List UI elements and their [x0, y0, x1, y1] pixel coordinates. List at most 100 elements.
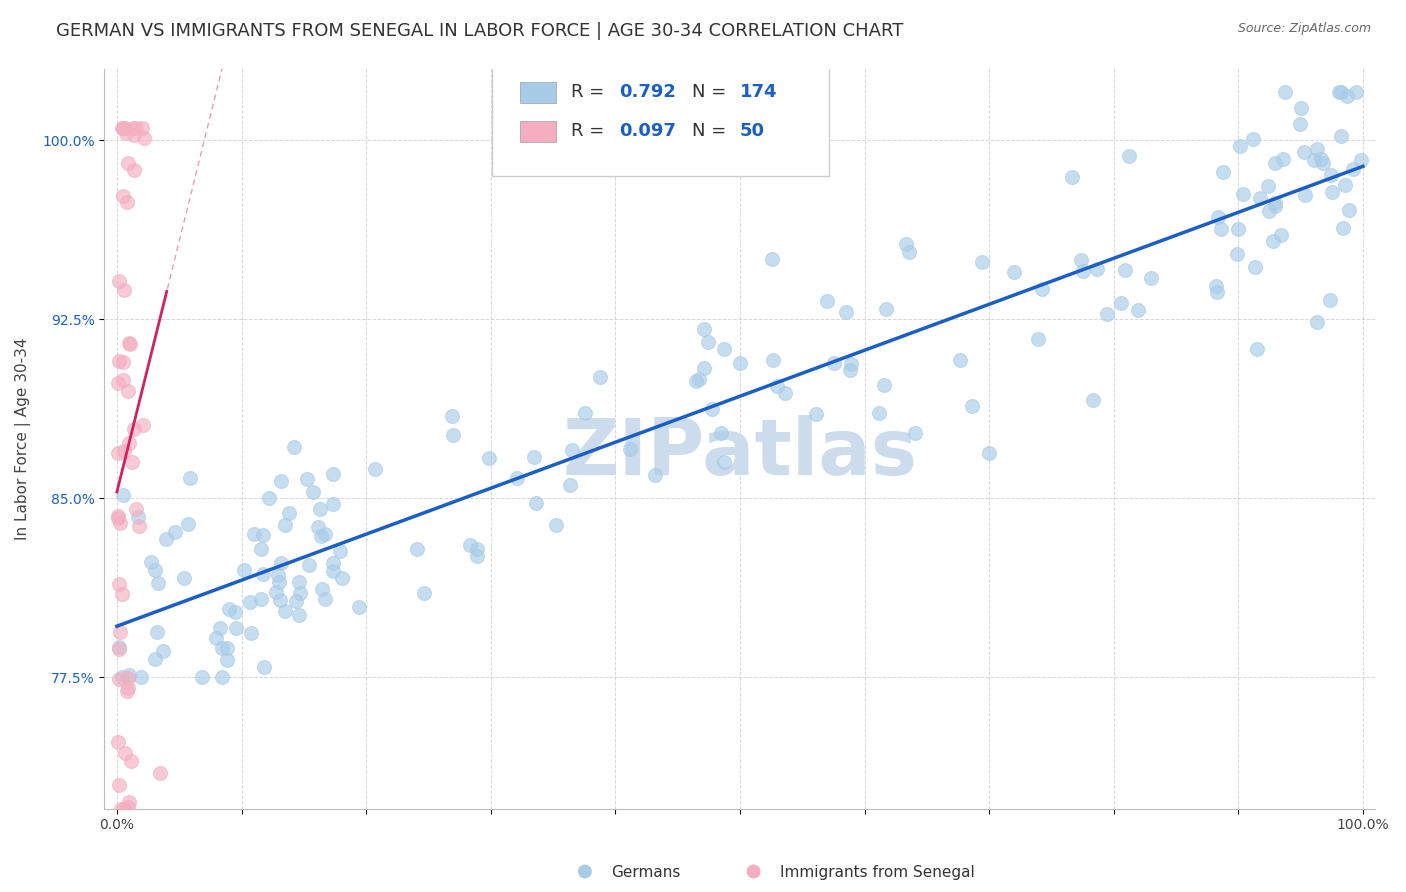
Point — [478, 451, 501, 466]
Point — [118, 436, 141, 450]
Point — [308, 501, 330, 516]
Point — [112, 802, 135, 816]
Point — [107, 510, 129, 524]
Point — [835, 304, 858, 318]
Point — [252, 528, 274, 542]
Point — [1302, 153, 1324, 167]
Point — [127, 509, 149, 524]
Point — [114, 747, 136, 761]
Point — [1346, 86, 1368, 100]
Point — [143, 651, 166, 665]
Point — [111, 121, 134, 136]
Point — [1205, 278, 1227, 293]
Point — [1270, 228, 1292, 243]
Point — [122, 162, 145, 177]
Point — [110, 802, 132, 816]
Point — [1241, 132, 1264, 146]
Point — [977, 446, 1000, 460]
Point — [1111, 296, 1133, 310]
Point — [1331, 221, 1354, 235]
Point — [1306, 142, 1329, 156]
Point — [574, 864, 596, 879]
Point — [838, 362, 860, 376]
Point — [117, 384, 139, 398]
Point — [112, 121, 135, 136]
Point — [467, 541, 489, 556]
Point — [112, 373, 135, 387]
Point — [1114, 263, 1136, 277]
Point — [1118, 149, 1140, 163]
Point — [894, 237, 917, 252]
Point — [904, 425, 927, 440]
Point — [1294, 188, 1316, 202]
Point — [544, 517, 567, 532]
Point — [1249, 191, 1271, 205]
Point — [1206, 210, 1229, 224]
Point — [211, 670, 233, 684]
Point — [298, 558, 321, 573]
Point — [1229, 139, 1251, 153]
Point — [1226, 247, 1249, 261]
Point — [111, 189, 134, 203]
Point — [122, 128, 145, 143]
Point — [1081, 393, 1104, 408]
Point — [693, 322, 716, 336]
Point — [122, 422, 145, 436]
Point — [224, 606, 246, 620]
Text: 0.792: 0.792 — [619, 83, 676, 101]
Point — [208, 621, 231, 635]
Point — [270, 556, 292, 570]
Point — [129, 670, 152, 684]
Point — [1257, 178, 1279, 193]
Point — [307, 519, 329, 533]
Point — [817, 294, 839, 309]
Point — [107, 640, 129, 654]
Point — [111, 354, 134, 368]
Point — [322, 556, 344, 570]
Text: N =: N = — [692, 122, 731, 140]
Point — [120, 754, 142, 768]
Point — [728, 356, 751, 370]
Point — [112, 443, 135, 458]
Point — [1263, 234, 1285, 248]
Point — [696, 335, 718, 350]
Point — [1244, 260, 1267, 274]
Point — [118, 795, 141, 809]
Point — [766, 378, 789, 392]
Point — [1320, 169, 1343, 183]
Point — [120, 337, 142, 351]
Point — [868, 406, 890, 420]
Point — [190, 670, 212, 684]
Point — [155, 532, 177, 546]
Point — [211, 640, 233, 655]
Point — [1227, 222, 1250, 236]
Point — [146, 576, 169, 591]
Point — [347, 599, 370, 614]
Point — [762, 352, 785, 367]
Point — [121, 455, 143, 469]
Point — [287, 608, 309, 623]
Point — [146, 624, 169, 639]
Point — [152, 644, 174, 658]
Point — [574, 406, 596, 420]
Point — [321, 497, 343, 511]
Point — [125, 501, 148, 516]
Point — [117, 799, 139, 814]
Point — [1306, 315, 1329, 329]
Point — [107, 376, 129, 390]
Point — [173, 571, 195, 585]
Point — [710, 425, 733, 440]
Point — [290, 586, 312, 600]
Point — [1232, 187, 1254, 202]
Point — [273, 603, 295, 617]
Point — [215, 641, 238, 656]
Point — [1341, 162, 1364, 177]
Point — [1140, 271, 1163, 285]
Point — [131, 121, 153, 136]
Point — [301, 485, 323, 500]
Point — [112, 283, 135, 297]
Point — [1258, 203, 1281, 218]
Point — [269, 575, 291, 590]
Point — [406, 542, 429, 557]
Point — [1289, 101, 1312, 115]
